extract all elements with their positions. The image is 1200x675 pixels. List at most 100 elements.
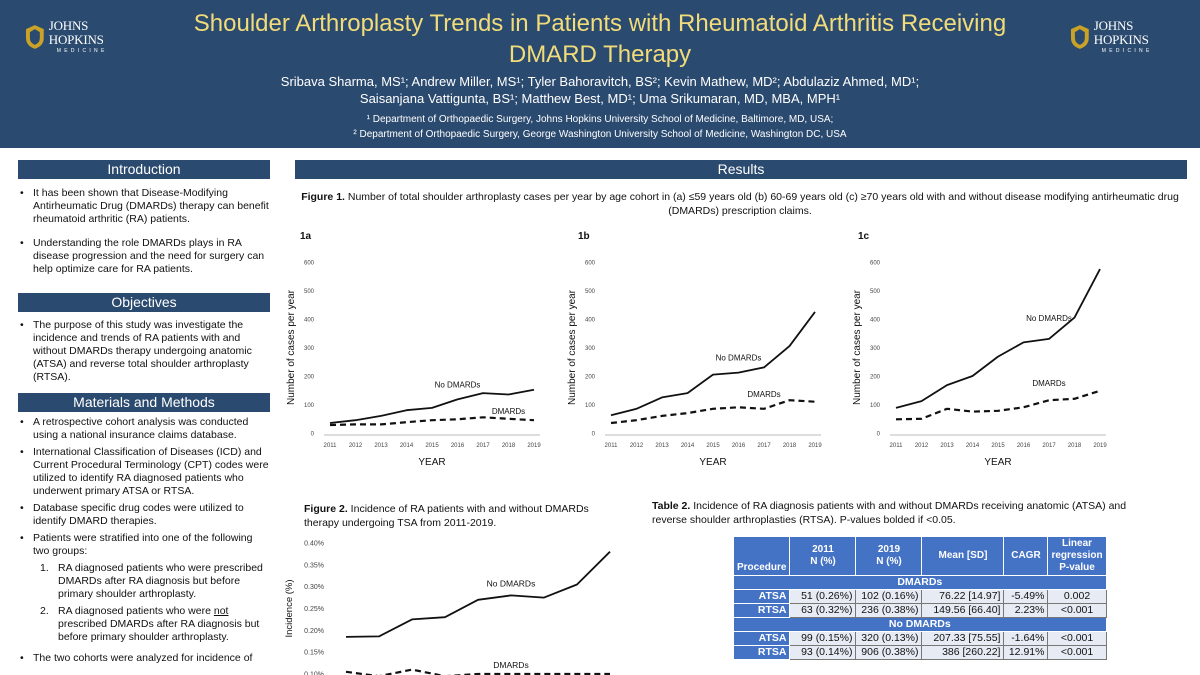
shield-icon — [25, 25, 44, 49]
intro-bullet: It has been shown that Disease-Modifying… — [18, 187, 270, 226]
series-line-no-dmards — [610, 311, 816, 417]
y-tick-label: 0 — [311, 432, 315, 438]
series-label: DMARDs — [492, 407, 525, 416]
y-tick-label: 0.40% — [304, 541, 324, 548]
y-tick-label: 200 — [585, 375, 596, 381]
x-tick-label: 2016 — [732, 443, 746, 449]
methods-bullet: Patients were stratified into one of the… — [18, 532, 270, 558]
series-label: DMARDs — [1032, 379, 1065, 388]
chart-1a: 0 100 200 300 400 500 600 2011 2012 2013 2014 2015 2… — [286, 261, 541, 469]
x-tick-label: 2012 — [915, 443, 929, 449]
y-axis-label: Number of cases per year — [286, 289, 297, 405]
logo-name: JOHNS HOPKINS — [1093, 18, 1149, 47]
y-tick-label: 400 — [870, 318, 881, 324]
x-tick-label: 2015 — [706, 443, 720, 449]
series-label: No DMARDs — [1026, 314, 1072, 323]
results-heading: Results — [295, 160, 1187, 179]
methods-bullet: A retrospective cohort analysis was cond… — [18, 416, 270, 442]
logo-left: JOHNS HOPKINS MEDICINE — [25, 18, 145, 54]
x-tick-label: 2018 — [502, 443, 516, 449]
intro-bullet: Understanding the role DMARDs plays in R… — [18, 237, 270, 276]
series-label: No DMARDs — [487, 578, 536, 588]
y-tick-label: 300 — [870, 346, 881, 352]
y-tick-label: 0 — [877, 432, 881, 438]
y-tick-label: 600 — [585, 261, 596, 267]
x-tick-label: 2011 — [324, 443, 338, 449]
affiliations: ¹ Department of Orthopaedic Surgery, Joh… — [170, 112, 1030, 142]
y-tick-label: 0.15% — [304, 650, 324, 657]
y-tick-label: 0 — [592, 432, 596, 438]
col-mean-sd: Mean [SD] — [921, 536, 1005, 576]
introduction-heading: Introduction — [18, 160, 270, 179]
x-tick-label: 2011 — [605, 443, 619, 449]
y-tick-label: 500 — [870, 289, 881, 295]
y-tick-label: 200 — [870, 375, 881, 381]
authors: Sribava Sharma, MS¹; Andrew Miller, MS¹;… — [170, 73, 1030, 107]
series-line-no-dmards — [345, 551, 611, 638]
x-tick-label: 2017 — [1042, 443, 1056, 449]
series-line-no-dmards — [895, 268, 1101, 409]
y-tick-label: 0.30% — [304, 584, 324, 591]
methods-heading: Materials and Methods — [18, 393, 270, 412]
series-label: No DMARDs — [716, 354, 762, 363]
x-tick-label: 2017 — [757, 443, 771, 449]
x-tick-label: 2015 — [425, 443, 439, 449]
y-tick-label: 500 — [304, 289, 315, 295]
col-procedure: Procedure — [732, 536, 791, 576]
series-label: DMARDs — [747, 390, 780, 399]
objective-bullet: The purpose of this study was investigat… — [18, 319, 270, 384]
x-tick-label: 2018 — [783, 443, 797, 449]
series-label: No DMARDs — [435, 380, 481, 389]
chart-2: 0.10% 0.15% 0.20% 0.25% 0.30% 0.35% 0.40% Incid… — [284, 541, 611, 675]
series-line-no-dmards — [329, 388, 535, 424]
x-tick-label: 2014 — [966, 443, 980, 449]
panel-tag-1c: 1c — [858, 231, 870, 242]
y-tick-label: 0.20% — [304, 628, 324, 635]
x-tick-label: 2019 — [808, 443, 822, 449]
table-2-caption: Table 2. Incidence of RA diagnosis patie… — [652, 500, 1127, 526]
figure-1-caption: Figure 1. Number of total shoulder arthr… — [301, 191, 1179, 217]
series-line-dmards — [329, 416, 535, 427]
methods-bullet: Database specific drug codes were utiliz… — [18, 502, 270, 528]
y-tick-label: 300 — [585, 346, 596, 352]
introduction-body: It has been shown that Disease-Modifying… — [18, 187, 270, 276]
methods-group-2: 2. RA diagnosed patients who were not pr… — [40, 605, 260, 643]
y-tick-label: 400 — [304, 318, 315, 324]
y-tick-label: 600 — [304, 261, 315, 267]
methods-bullet: The two cohorts were analyzed for incide… — [18, 652, 270, 665]
series-line-dmards — [610, 399, 816, 425]
x-tick-label: 2016 — [451, 443, 465, 449]
y-tick-label: 100 — [304, 403, 315, 409]
figure-2-caption: Figure 2. Incidence of RA patients with … — [304, 503, 589, 529]
table-2: Procedure 2011 N (%) 2019 N (%) Mean [SD] … — [732, 536, 1107, 660]
logo-right: JOHNS HOPKINS MEDICINE — [1070, 18, 1190, 54]
table-row: RTSA 63 (0.32%) 236 (0.38%) 149.56 [66.4… — [732, 603, 1107, 618]
x-tick-label: 2018 — [1068, 443, 1082, 449]
y-tick-label: 600 — [870, 261, 881, 267]
y-tick-label: 500 — [585, 289, 596, 295]
x-tick-label: 2014 — [681, 443, 695, 449]
panel-tag-1a: 1a — [300, 231, 312, 242]
x-tick-label: 2015 — [991, 443, 1005, 449]
x-tick-label: 2017 — [476, 443, 490, 449]
y-tick-label: 200 — [304, 375, 315, 381]
col-2011: 2011 N (%) — [789, 536, 857, 576]
objectives-body: The purpose of this study was investigat… — [18, 319, 270, 384]
col-pvalue: Linear regression P-value — [1047, 536, 1107, 576]
authors-line-1: Sribava Sharma, MS¹; Andrew Miller, MS¹;… — [280, 74, 920, 89]
x-axis-label: YEAR — [418, 457, 445, 468]
series-line-dmards — [345, 668, 610, 675]
table-row: ATSA 99 (0.15%) 320 (0.13%) 207.33 [75.5… — [732, 631, 1107, 646]
logo-name: JOHNS HOPKINS — [48, 18, 104, 47]
y-tick-label: 400 — [585, 318, 596, 324]
x-tick-label: 2019 — [1093, 443, 1107, 449]
panel-tag-1b: 1b — [578, 231, 590, 242]
authors-line-2: Saisanjana Vattigunta, BS¹; Matthew Best… — [359, 91, 841, 106]
y-axis-label: Number of cases per year — [567, 289, 578, 405]
x-tick-label: 2016 — [1017, 443, 1031, 449]
x-tick-label: 2011 — [890, 443, 904, 449]
x-tick-label: 2013 — [655, 443, 669, 449]
y-axis-label: Number of cases per year — [852, 289, 863, 405]
y-tick-label: 0.25% — [304, 606, 324, 613]
y-tick-label: 300 — [304, 346, 315, 352]
